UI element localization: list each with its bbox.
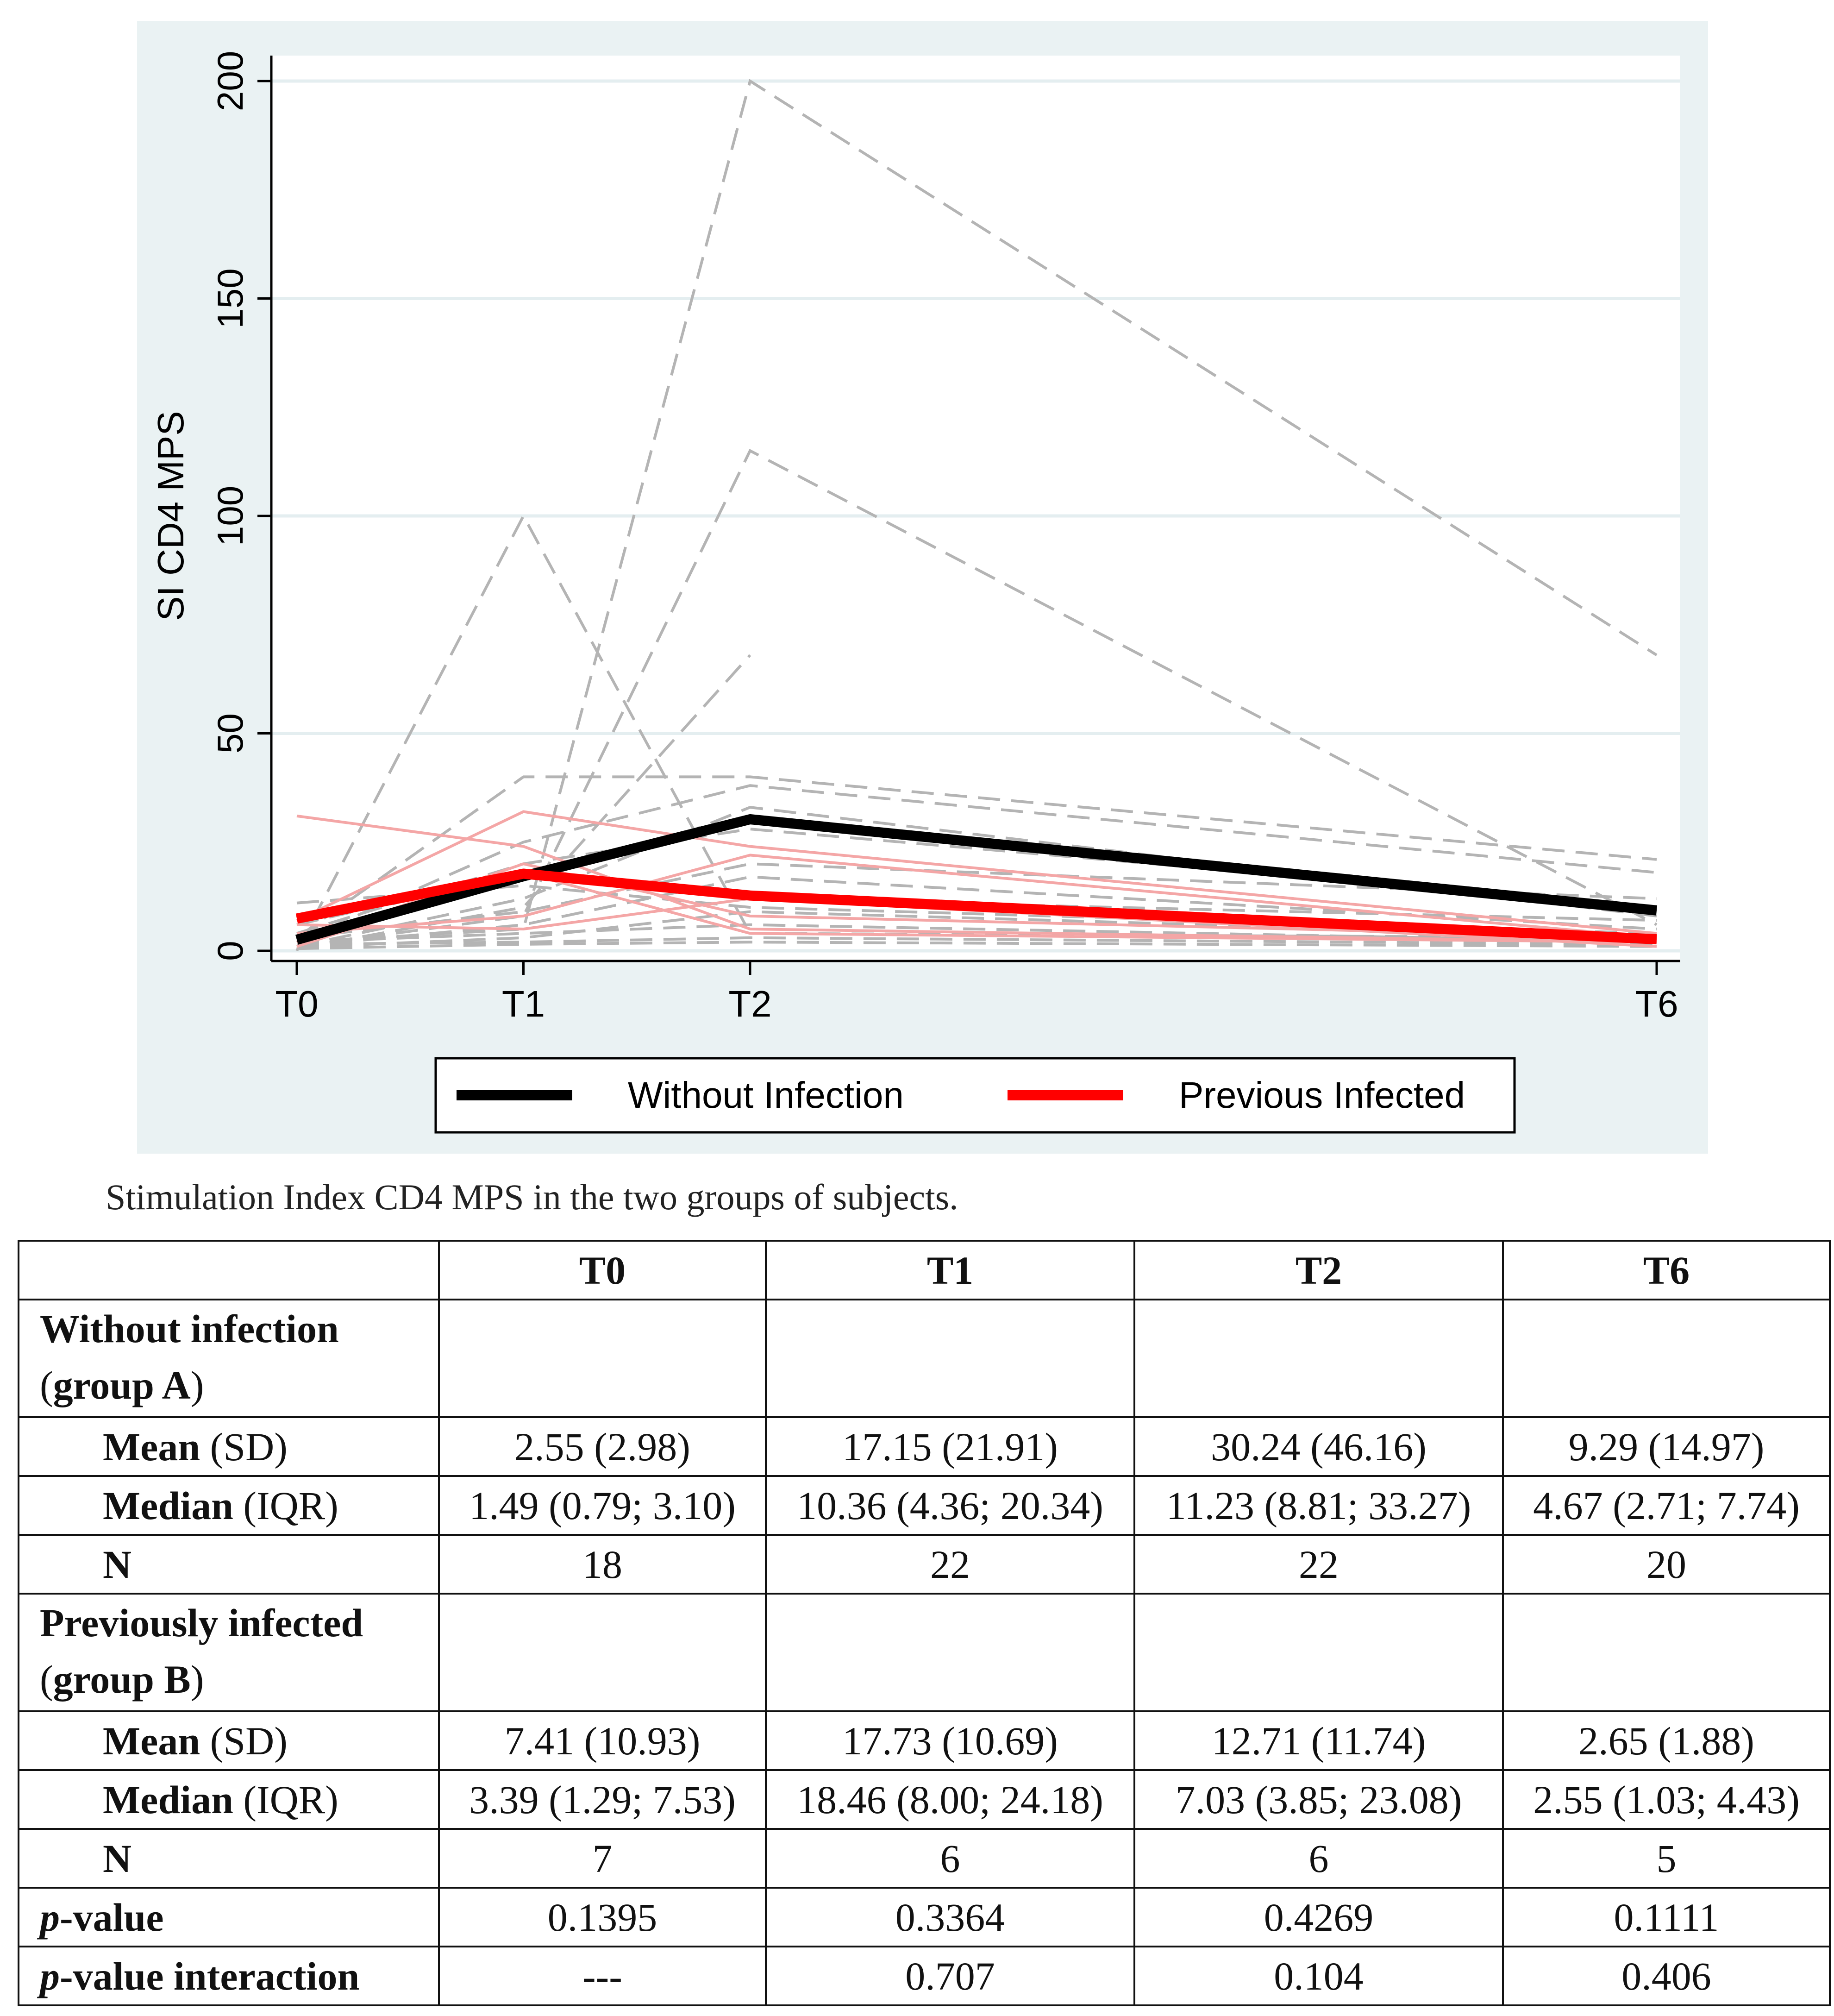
plot-area — [271, 56, 1680, 961]
subject-line-without-infection — [296, 923, 1657, 944]
table-cell: 4.67 (2.71; 7.74) — [1502, 1475, 1831, 1536]
n-label: N — [18, 1828, 440, 1889]
subject-line-without-infection — [296, 654, 751, 950]
table-cell: 2.55 (1.03; 4.43) — [1502, 1769, 1831, 1830]
pvalue-row: p-value 0.1395 0.3364 0.4269 0.1111 — [18, 1887, 1831, 1947]
legend-label-previous-infected: Previous Infected — [1179, 1074, 1465, 1116]
line-chart: 0 50 100 150 200 T0 T1 T2 T6 SI CD4 MPS Without In… — [150, 51, 1680, 1134]
table-cell: 30.24 (46.16) — [1133, 1416, 1504, 1477]
table-cell: 6 — [765, 1828, 1135, 1889]
table-cell: 0.4269 — [1133, 1887, 1504, 1947]
y-tick-label: 0 — [210, 941, 250, 961]
table-cell: 22 — [1133, 1534, 1504, 1595]
table-cell: 11.23 (8.81; 33.27) — [1133, 1475, 1504, 1536]
table-cell: 0.1395 — [438, 1887, 767, 1947]
table-cell: 6 — [1133, 1828, 1504, 1889]
n-label: N — [18, 1534, 440, 1595]
table-cell: 17.73 (10.69) — [765, 1710, 1135, 1771]
table-cell: 7.03 (3.85; 23.08) — [1133, 1769, 1504, 1830]
table-cell: 18.46 (8.00; 24.18) — [765, 1769, 1135, 1830]
table-cell: 17.15 (21.91) — [765, 1416, 1135, 1477]
median-label: Median (IQR) — [18, 1475, 440, 1536]
median-label: Median (IQR) — [18, 1769, 440, 1830]
subject-line-without-infection — [296, 936, 1657, 946]
group-b-n-row: N 7 6 6 5 — [18, 1828, 1831, 1889]
chart-panel: 0 50 100 150 200 T0 T1 T2 T6 SI CD4 MPS Without In… — [137, 21, 1708, 1154]
group-a-label: Without infection (group A) — [18, 1299, 440, 1418]
header-row: T0 T1 T2 T6 — [18, 1240, 1831, 1300]
x-tick-label: T2 — [728, 983, 771, 1024]
header-t6: T6 — [1502, 1240, 1831, 1300]
table-cell: 5 — [1502, 1828, 1831, 1889]
table-cell: 0.104 — [1133, 1946, 1504, 2006]
subject-line-without-infection — [296, 449, 1658, 948]
table-cell: 0.3364 — [765, 1887, 1135, 1947]
group-a-n-row: N 18 22 22 20 — [18, 1534, 1831, 1595]
group-b-label: Previously infected (group B) — [18, 1593, 440, 1712]
y-tick-label: 150 — [210, 268, 250, 328]
group-a-row: Without infection (group A) — [18, 1299, 1831, 1418]
table-cell: 18 — [438, 1534, 767, 1595]
header-t0: T0 — [438, 1240, 767, 1300]
table-cell: 12.71 (11.74) — [1133, 1710, 1504, 1771]
subject-line-without-infection — [296, 784, 1657, 943]
x-tick-label: T6 — [1635, 983, 1678, 1024]
mean-label: Mean (SD) — [18, 1416, 440, 1477]
subject-line-previous-infected — [296, 897, 1657, 948]
table-cell: 0.707 — [765, 1946, 1135, 2006]
x-tick-label: T1 — [502, 983, 545, 1024]
series-line-previous-infected — [295, 868, 1657, 945]
subject-line-without-infection — [296, 875, 1657, 948]
header-t1: T1 — [765, 1240, 1135, 1300]
table-cell: 2.55 (2.98) — [438, 1416, 767, 1477]
series-line-without-infection — [295, 814, 1658, 945]
table-cell: --- — [438, 1946, 767, 2006]
table-cell: 7 — [438, 1828, 767, 1889]
mean-label: Mean (SD) — [18, 1710, 440, 1771]
subject-line-previous-infected — [296, 810, 1657, 935]
legend-label-without-infection: Without Infection — [628, 1074, 904, 1116]
group-a-mean-row: Mean (SD) 2.55 (2.98) 17.15 (21.91) 30.2… — [18, 1416, 1831, 1477]
table-cell: 7.41 (10.93) — [438, 1710, 767, 1771]
y-tick-label: 100 — [210, 486, 250, 546]
subject-line-without-infection — [296, 775, 1657, 939]
group-b-median-row: Median (IQR) 3.39 (1.29; 7.53) 18.46 (8.… — [18, 1769, 1831, 1830]
x-tick-label: T0 — [275, 983, 318, 1024]
pvalue-interaction-row: p-value interaction --- 0.707 0.104 0.40… — [18, 1946, 1831, 2006]
pvalue-label: p-value — [18, 1887, 440, 1947]
table-cell: 2.65 (1.88) — [1502, 1710, 1831, 1771]
table-cell: 1.49 (0.79; 3.10) — [438, 1475, 767, 1536]
statistics-table: T0 T1 T2 T6 Without infection (group A) … — [18, 1240, 1831, 2006]
table-cell: 3.39 (1.29; 7.53) — [438, 1769, 767, 1830]
table-cell: 20 — [1502, 1534, 1831, 1595]
group-a-median-row: Median (IQR) 1.49 (0.79; 3.10) 10.36 (4.… — [18, 1475, 1831, 1536]
table-cell: 0.1111 — [1502, 1887, 1831, 1947]
header-t2: T2 — [1133, 1240, 1504, 1300]
table-cell: 9.29 (14.97) — [1502, 1416, 1831, 1477]
header-empty — [18, 1240, 440, 1300]
group-b-row: Previously infected (group B) — [18, 1593, 1831, 1712]
subject-line-without-infection — [296, 941, 1657, 950]
y-tick-label: 200 — [210, 51, 250, 111]
legend — [434, 1057, 1516, 1134]
y-axis-label: SI CD4 MPS — [150, 411, 191, 621]
pvalue-interaction-label: p-value interaction — [18, 1946, 440, 2006]
group-b-mean-row: Mean (SD) 7.41 (10.93) 17.73 (10.69) 12.… — [18, 1710, 1831, 1771]
table-cell: 22 — [765, 1534, 1135, 1595]
table-cell: 10.36 (4.36; 20.34) — [765, 1475, 1135, 1536]
figure-caption: Stimulation Index CD4 MPS in the two gro… — [106, 1177, 958, 1217]
table-cell: 0.406 — [1502, 1946, 1831, 2006]
y-tick-label: 50 — [210, 713, 250, 754]
